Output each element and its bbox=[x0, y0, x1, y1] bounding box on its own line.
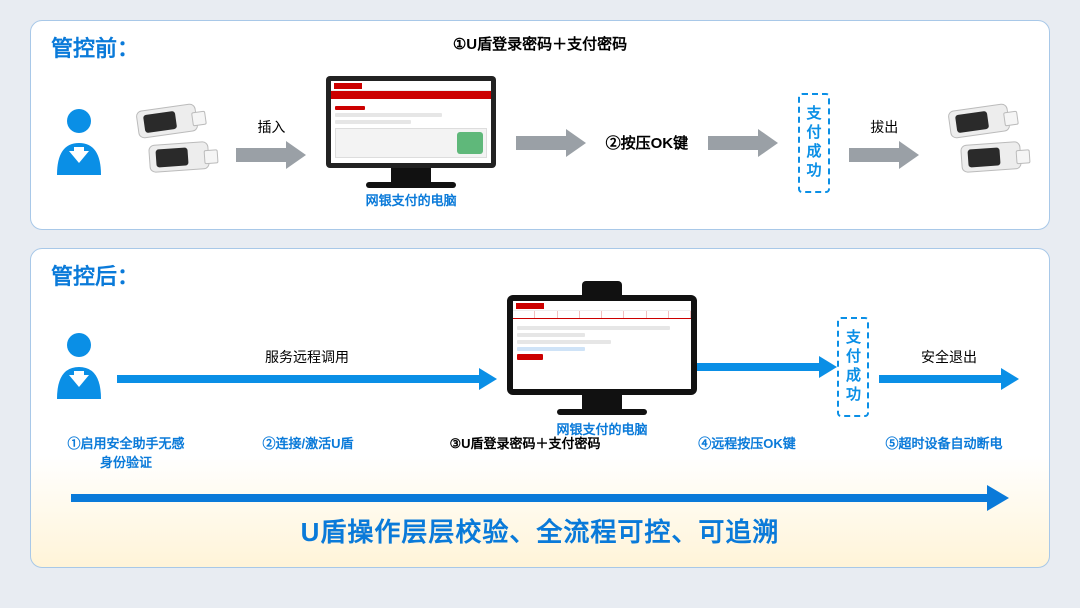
tagline: U盾操作层层校验、全流程可控、可追溯 bbox=[31, 512, 1049, 549]
step4: ④远程按压OK键 bbox=[677, 433, 817, 452]
header-before: ①U盾登录密码＋支付密码 bbox=[31, 33, 1049, 54]
arrow-ok-icon bbox=[516, 129, 586, 157]
success-after: 支付成功 bbox=[837, 317, 869, 417]
remote-call-label: 服务远程调用 bbox=[265, 347, 349, 367]
safe-exit-label: 安全退出 bbox=[921, 347, 977, 367]
webcam-icon bbox=[582, 281, 622, 295]
flow-before: 插入 网银支付的电脑 ②按压OK键 bbox=[51, 76, 1029, 209]
step5: ⑤超时设备自动断电 bbox=[859, 433, 1029, 452]
person-icon bbox=[51, 105, 107, 180]
arrow-to-success-icon bbox=[708, 129, 778, 157]
title-after: 管控后： bbox=[51, 259, 139, 291]
step1: ①启用安全助手无感 身份验证 bbox=[51, 433, 201, 471]
step-labels: ①启用安全助手无感 身份验证 ②连接/激活U盾 ③U盾登录密码＋支付密码 ④远程… bbox=[51, 433, 1029, 471]
arrow-eject-icon bbox=[849, 141, 919, 169]
success-before: 支付成功 bbox=[798, 93, 830, 193]
panel-after: 管控后： 服务远程调用 bbox=[30, 248, 1050, 568]
computer-before-icon bbox=[326, 76, 496, 186]
arrow-remote-icon bbox=[117, 371, 497, 387]
person-after-icon bbox=[51, 329, 107, 404]
arrow-insert-icon bbox=[236, 141, 306, 169]
long-arrow-icon bbox=[71, 489, 1009, 507]
arrow-to-success2-icon bbox=[697, 359, 837, 375]
arrow-exit-icon bbox=[879, 371, 1019, 387]
flow-after: 服务远程调用 网银支付的电脑 bbox=[51, 295, 1029, 438]
ukey-pair-out-icon bbox=[939, 103, 1029, 183]
computer-after-icon bbox=[507, 295, 697, 415]
pc-caption-before: 网银支付的电脑 bbox=[366, 190, 457, 209]
step2: ②连接/激活U盾 bbox=[243, 433, 373, 452]
ok-label: ②按压OK键 bbox=[606, 132, 689, 153]
ukey-pair-icon bbox=[127, 103, 217, 183]
insert-label: 插入 bbox=[257, 117, 285, 137]
eject-label: 拔出 bbox=[870, 117, 898, 137]
panel-before: 管控前： ①U盾登录密码＋支付密码 插入 bbox=[30, 20, 1050, 230]
step3: ③U盾登录密码＋支付密码 bbox=[415, 433, 635, 452]
